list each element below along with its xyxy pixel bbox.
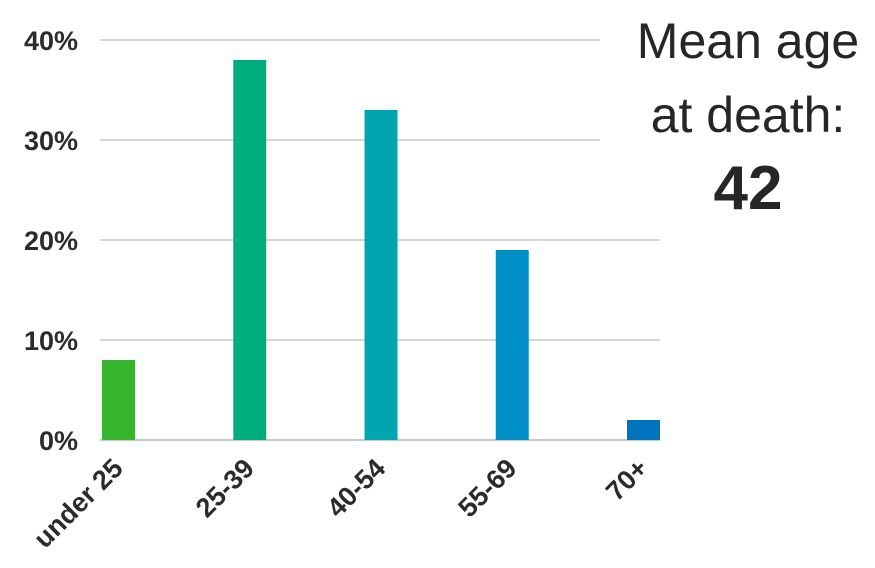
x-tick-label: 55-69 xyxy=(452,453,522,523)
annotation-line-2: at death: xyxy=(650,87,846,143)
bar-25-39 xyxy=(233,60,267,440)
y-tick-label: 20% xyxy=(24,226,78,256)
y-tick-label: 10% xyxy=(24,326,78,356)
x-axis-tick-labels: under 25 25-39 40-54 55-69 70+ xyxy=(28,453,654,554)
bar-55-69 xyxy=(495,250,529,440)
x-tick-label: under 25 xyxy=(28,453,129,554)
bars xyxy=(102,60,660,440)
bar-under-25 xyxy=(102,360,135,440)
bar-70- xyxy=(627,420,660,440)
mean-age-value: 42 xyxy=(713,154,783,223)
x-tick-label: 70+ xyxy=(600,453,654,507)
annotation-line-1: Mean age xyxy=(636,13,860,69)
y-tick-label: 0% xyxy=(39,426,78,456)
mean-age-annotation: Mean age at death: 42 xyxy=(598,4,875,226)
y-tick-label: 40% xyxy=(24,26,78,56)
y-axis-tick-labels: 0% 10% 20% 30% 40% xyxy=(24,26,78,456)
x-tick-label: 25-39 xyxy=(190,453,260,523)
y-tick-label: 30% xyxy=(24,126,78,156)
x-tick-label: 40-54 xyxy=(321,453,391,523)
bar-40-54 xyxy=(364,110,398,440)
